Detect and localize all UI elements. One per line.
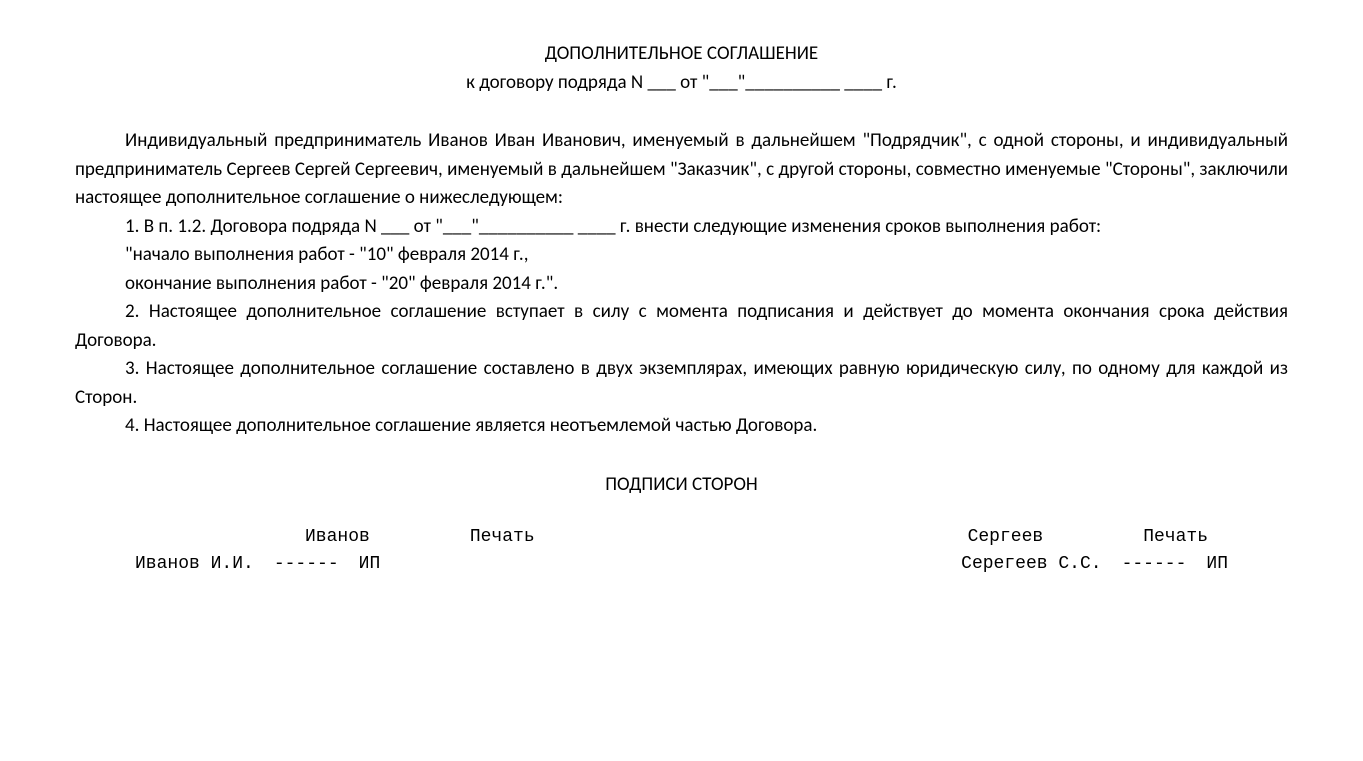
left-stamp: Печать [470,524,535,551]
signatures-title: ПОДПИСИ СТОРОН [75,471,1288,500]
right-stamp: Печать [1143,524,1208,551]
left-surname: Иванов [305,524,370,551]
document-title: ДОПОЛНИТЕЛЬНОЕ СОГЛАШЕНИЕ [75,40,1288,69]
clause-2: 2. Настоящее дополнительное соглашение в… [75,298,1288,355]
clause-1a: "начало выполнения работ - "10" февраля … [75,241,1288,270]
document-header: ДОПОЛНИТЕЛЬНОЕ СОГЛАШЕНИЕ к договору под… [75,40,1288,97]
right-dashes: ------ [1122,551,1187,578]
right-surname: Сергеев [968,524,1044,551]
signatures-top-row: Иванов Печать Сергеев Печать [135,524,1228,551]
right-name: Серегеев С.С. [961,551,1101,578]
signatures-bottom-row: Иванов И.И. ------ ИП Серегеев С.С. ----… [135,551,1228,578]
clause-1: 1. В п. 1.2. Договора подряда N ___ от "… [75,213,1288,242]
clause-1b: окончание выполнения работ - "20" феврал… [75,270,1288,299]
left-name: Иванов И.И. [135,551,254,578]
signatures-section: Иванов Печать Сергеев Печать Иванов И.И.… [75,524,1288,578]
left-dashes: ------ [274,551,339,578]
signature-left-bottom: Иванов И.И. ------ ИП [135,551,380,578]
document-subtitle: к договору подряда N ___ от "___"_______… [75,69,1288,98]
clause-3: 3. Настоящее дополнительное соглашение с… [75,355,1288,412]
document-body: Индивидуальный предприниматель Иванов Ив… [75,127,1288,441]
right-ip: ИП [1206,551,1228,578]
clause-4: 4. Настоящее дополнительное соглашение я… [75,412,1288,441]
signature-right-bottom: Серегеев С.С. ------ ИП [961,551,1228,578]
left-ip: ИП [359,551,381,578]
preamble-text: Индивидуальный предприниматель Иванов Ив… [75,127,1288,213]
signature-left-top: Иванов Печать [305,524,535,551]
signature-right-top: Сергеев Печать [968,524,1208,551]
